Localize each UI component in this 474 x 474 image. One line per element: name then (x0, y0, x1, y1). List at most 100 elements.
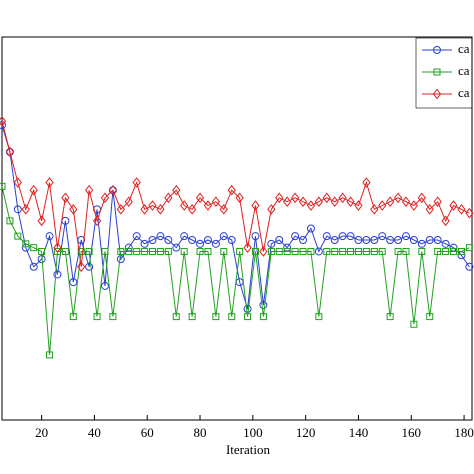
marker (346, 232, 355, 241)
marker (100, 192, 110, 204)
marker (196, 239, 205, 248)
marker (418, 247, 426, 255)
marker (156, 247, 164, 255)
marker (203, 200, 213, 211)
marker (101, 247, 109, 255)
marker (100, 281, 109, 290)
marker (172, 184, 181, 196)
marker (116, 255, 125, 264)
marker (331, 247, 339, 255)
marker (298, 196, 308, 208)
marker (291, 232, 300, 241)
marker (37, 215, 46, 227)
marker (362, 247, 370, 255)
x-tick-label: 120 (296, 425, 316, 440)
marker (92, 215, 102, 227)
marker (220, 247, 228, 255)
marker (219, 232, 228, 241)
marker (306, 224, 315, 233)
x-tick-label: 140 (349, 425, 369, 440)
marker (251, 247, 259, 255)
marker (417, 239, 426, 248)
marker (0, 115, 7, 127)
marker (180, 200, 189, 211)
marker (441, 239, 450, 248)
x-tick-label: 180 (454, 425, 474, 440)
marker (195, 192, 205, 204)
marker (227, 184, 236, 196)
marker (148, 235, 157, 244)
marker (14, 232, 22, 240)
marker (188, 313, 196, 321)
marker (85, 184, 94, 196)
marker (172, 313, 180, 321)
marker (378, 232, 387, 241)
marker (140, 204, 149, 215)
marker (69, 278, 78, 287)
marker (77, 261, 86, 273)
marker (53, 242, 62, 253)
marker (172, 243, 181, 252)
marker (322, 192, 331, 204)
marker (243, 242, 252, 253)
marker (275, 247, 283, 255)
marker (259, 301, 268, 310)
marker (211, 196, 221, 208)
marker (6, 217, 14, 225)
marker (117, 247, 125, 255)
marker (338, 192, 347, 204)
marker (85, 247, 93, 255)
marker (236, 247, 244, 255)
marker (61, 247, 69, 255)
marker (402, 247, 410, 255)
marker (393, 192, 403, 204)
marker (450, 247, 458, 255)
marker (322, 232, 331, 241)
marker (69, 313, 77, 321)
marker (141, 247, 149, 255)
marker (378, 247, 386, 255)
legend-box (415, 37, 473, 109)
marker (283, 247, 291, 255)
series-line (1, 186, 470, 355)
marker (235, 192, 244, 204)
marker (425, 204, 434, 215)
marker (449, 200, 458, 211)
marker (259, 313, 267, 321)
marker (46, 351, 54, 359)
marker (45, 232, 54, 241)
marker (433, 46, 441, 54)
marker (290, 192, 300, 204)
marker (441, 215, 450, 227)
marker (108, 184, 118, 196)
marker (299, 247, 307, 255)
marker (109, 313, 117, 321)
marker (267, 204, 276, 215)
marker (354, 200, 363, 211)
marker (275, 192, 284, 204)
marker (53, 247, 61, 255)
marker (244, 313, 252, 321)
marker (125, 247, 133, 255)
marker (148, 200, 157, 211)
marker (203, 235, 212, 244)
marker (116, 204, 125, 215)
marker (409, 235, 418, 244)
marker (386, 235, 395, 244)
marker (401, 232, 410, 241)
marker (30, 244, 38, 252)
marker (267, 239, 276, 248)
x-tick-label: 80 (194, 425, 207, 440)
marker (433, 196, 442, 208)
legend-label: ca (458, 41, 470, 56)
marker (426, 313, 434, 321)
marker (378, 200, 387, 211)
marker (5, 146, 15, 158)
marker (370, 247, 378, 255)
marker (315, 313, 323, 321)
marker (433, 235, 442, 244)
marker (425, 235, 434, 244)
marker (306, 200, 316, 211)
marker (204, 247, 212, 255)
